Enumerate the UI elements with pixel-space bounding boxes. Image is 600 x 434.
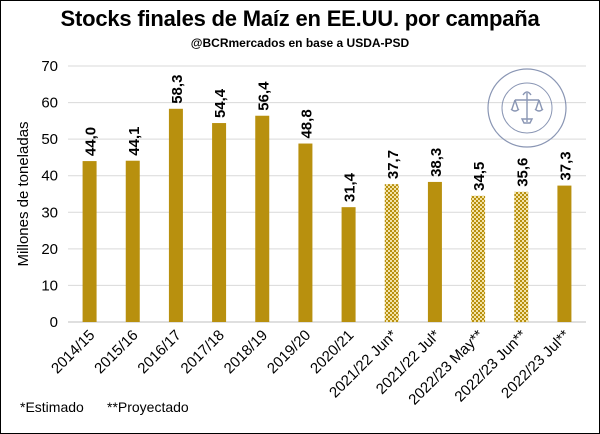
x-tick-label: 2016/17 (134, 327, 184, 377)
x-tick-label: 2022/23 May** (405, 327, 487, 409)
bar (471, 195, 486, 322)
bar (255, 115, 270, 322)
data-label: 58,3 (169, 75, 186, 104)
y-tick-label: 40 (41, 168, 58, 185)
data-label: 31,4 (342, 172, 359, 202)
bar (557, 185, 572, 322)
data-label: 56,4 (255, 81, 272, 111)
data-label: 44,0 (83, 127, 100, 156)
bar (298, 143, 313, 322)
data-label: 38,3 (428, 148, 445, 177)
data-label: 37,3 (557, 151, 574, 180)
x-tick-label: 2015/16 (91, 327, 141, 377)
bar (384, 184, 399, 322)
data-label: 34,5 (471, 162, 488, 191)
bar (341, 207, 356, 322)
footnote-projected: **Proyectado (107, 399, 189, 415)
bar (427, 181, 442, 322)
x-tick-label: 2014/15 (48, 327, 98, 377)
data-label: 54,4 (212, 88, 229, 118)
data-label: 44,1 (126, 127, 143, 156)
y-tick-label: 0 (50, 314, 58, 331)
data-label: 37,7 (385, 150, 402, 179)
y-tick-label: 50 (41, 131, 58, 148)
y-axis-title: Millones de toneladas (15, 121, 32, 266)
bar (125, 160, 140, 322)
footnote-estimated: *Estimado (20, 399, 84, 415)
x-tick-label: 2018/19 (221, 327, 271, 377)
chart-subtitle: @BCRmercados en base a USDA-PSD (190, 36, 410, 50)
data-label: 35,6 (514, 158, 531, 187)
y-tick-label: 20 (41, 241, 58, 258)
y-tick-label: 70 (41, 58, 58, 75)
bar (514, 191, 529, 322)
bolsa-rosario-seal (487, 68, 567, 148)
chart-title: Stocks finales de Maíz en EE.UU. por cam… (60, 6, 540, 31)
y-tick-label: 10 (41, 277, 58, 294)
x-tick-label: 2019/20 (264, 327, 314, 377)
bar (82, 161, 97, 322)
x-tick-label: 2017/18 (178, 327, 228, 377)
bar (168, 108, 183, 322)
bar (212, 123, 227, 323)
y-tick-label: 30 (41, 204, 58, 221)
data-label: 48,8 (298, 109, 315, 138)
y-tick-label: 60 (41, 95, 58, 112)
